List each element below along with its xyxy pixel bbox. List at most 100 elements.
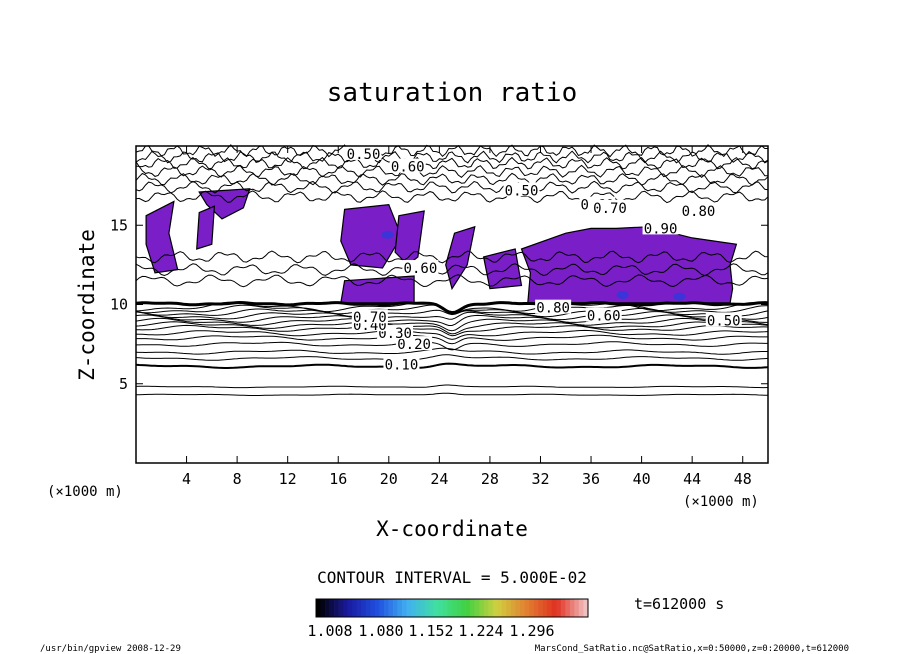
contour-label-bg: [680, 202, 717, 217]
contour-line: [135, 329, 769, 340]
colorbar-segment: [479, 599, 485, 617]
contour-line: [135, 314, 768, 326]
colorbar-segment: [415, 599, 421, 617]
colorbar-tick-label: 1.080: [358, 622, 403, 640]
supersaturated-core: [616, 290, 629, 299]
colorbar-tick-label: 1.296: [509, 622, 554, 640]
contour-label: 0.20: [397, 337, 431, 353]
colorbar-tick-labels: 1.008 1.080 1.152 1.224 1.296: [307, 622, 554, 640]
y-axis-title: Z-coordinate: [75, 229, 99, 381]
colorbar-segment: [320, 599, 326, 617]
colorbar-segment: [420, 599, 426, 617]
contour-line: [136, 341, 768, 351]
colorbar-segment: [533, 599, 539, 617]
contour-label: 0.50: [505, 183, 539, 199]
colorbar-segment: [542, 599, 548, 617]
colorbar-segment: [474, 599, 480, 617]
contour-labels: 0.100.200.300.400.500.600.500.600.700.80…: [345, 145, 742, 374]
colorbar-segment: [424, 599, 430, 617]
contour-line: [135, 384, 769, 389]
y-tick-label: 15: [110, 216, 128, 234]
colorbar-segment: [388, 599, 394, 617]
contour-line: [135, 190, 769, 204]
colorbar-segment: [438, 599, 444, 617]
colorbar-tick-label: 1.008: [307, 622, 352, 640]
contour-line: [135, 263, 769, 277]
contour-label: 0.60: [391, 160, 425, 176]
contour-label-bg: [345, 145, 382, 160]
contour-interval-text: CONTOUR INTERVAL = 5.000E-02: [317, 568, 587, 587]
y-tick-label: 5: [119, 375, 128, 393]
colorbar-segment: [343, 599, 349, 617]
colorbar-segment: [338, 599, 344, 617]
supersaturated-region: [520, 226, 738, 304]
x-tick-label: 24: [430, 470, 448, 488]
colorbar-segment: [334, 599, 339, 617]
contour-line: [136, 334, 768, 345]
x-unit-right: (×1000 m): [683, 494, 759, 510]
colorbar-segment: [547, 599, 553, 617]
contour-line: [135, 250, 769, 264]
contour-label: 0.60: [404, 261, 438, 277]
colorbar-segment: [356, 599, 362, 617]
x-axis-ticks: 4 8 12 16 20 24 28 32 36 40 44 48: [182, 146, 752, 488]
colorbar-segment: [520, 599, 525, 617]
colorbar: [315, 598, 589, 618]
colorbar-segment: [524, 599, 530, 617]
colorbar-segment: [483, 599, 489, 617]
contour-label-bg: [585, 307, 622, 322]
contour-line: [135, 172, 769, 186]
colorbar-segment: [347, 599, 353, 617]
colorbar-segment: [506, 599, 512, 617]
contour-label-bg: [503, 182, 540, 197]
contour-line: [135, 362, 769, 369]
contour-label: 0.80: [682, 204, 716, 220]
contour-line: [135, 317, 769, 332]
colorbar-segment: [565, 599, 571, 617]
colorbar-segment: [583, 599, 589, 617]
contour-line: [135, 392, 769, 397]
x-tick-label: 8: [233, 470, 242, 488]
colorbar-segment: [452, 599, 457, 617]
contour-label-bg: [351, 309, 388, 324]
contour-line: [135, 347, 768, 355]
contour-line: [135, 180, 769, 194]
colorbar-segment: [497, 599, 503, 617]
supersaturated-regions: [145, 188, 738, 304]
contour-label-bg: [535, 299, 572, 314]
colorbar-segment: [569, 599, 575, 617]
colorbar-frame: [315, 598, 589, 618]
colorbar-segment: [470, 599, 475, 617]
colorbar-segment: [406, 599, 412, 617]
supersaturated-region: [394, 210, 425, 266]
colorbar-segment: [379, 599, 385, 617]
contour-label: 0.50: [347, 147, 381, 163]
contour-label: 0.80: [536, 301, 570, 317]
supersaturated-region: [145, 200, 179, 274]
x-tick-label: 36: [582, 470, 600, 488]
colorbar-segment: [488, 599, 494, 617]
colorbar-segment: [574, 599, 580, 617]
colorbar-segment: [411, 599, 417, 617]
supersaturated-region: [482, 248, 523, 290]
colorbar-segment: [429, 599, 435, 617]
contour-line: [135, 164, 769, 178]
colorbar-segment: [393, 599, 398, 617]
contour-label: 0.10: [385, 358, 419, 374]
x-tick-label: 32: [531, 470, 549, 488]
colorbar-segment: [501, 599, 507, 617]
contour-label: 0.70: [593, 201, 627, 217]
colorbar-segment: [352, 599, 358, 617]
colorbar-segment: [560, 599, 566, 617]
colorbar-segment: [361, 599, 367, 617]
colorbar-segment: [329, 599, 335, 617]
contour-label-bg: [642, 220, 679, 235]
contour-lines: [135, 144, 769, 397]
footer-right: MarsCond_SatRatio.nc@SatRatio,x=0:50000,…: [535, 644, 849, 654]
y-axis-ticks: 5 10 15: [110, 216, 768, 393]
colorbar-segment: [365, 599, 371, 617]
x-tick-label: 12: [279, 470, 297, 488]
colorbar-segment: [465, 599, 471, 617]
x-tick-label: 40: [633, 470, 651, 488]
